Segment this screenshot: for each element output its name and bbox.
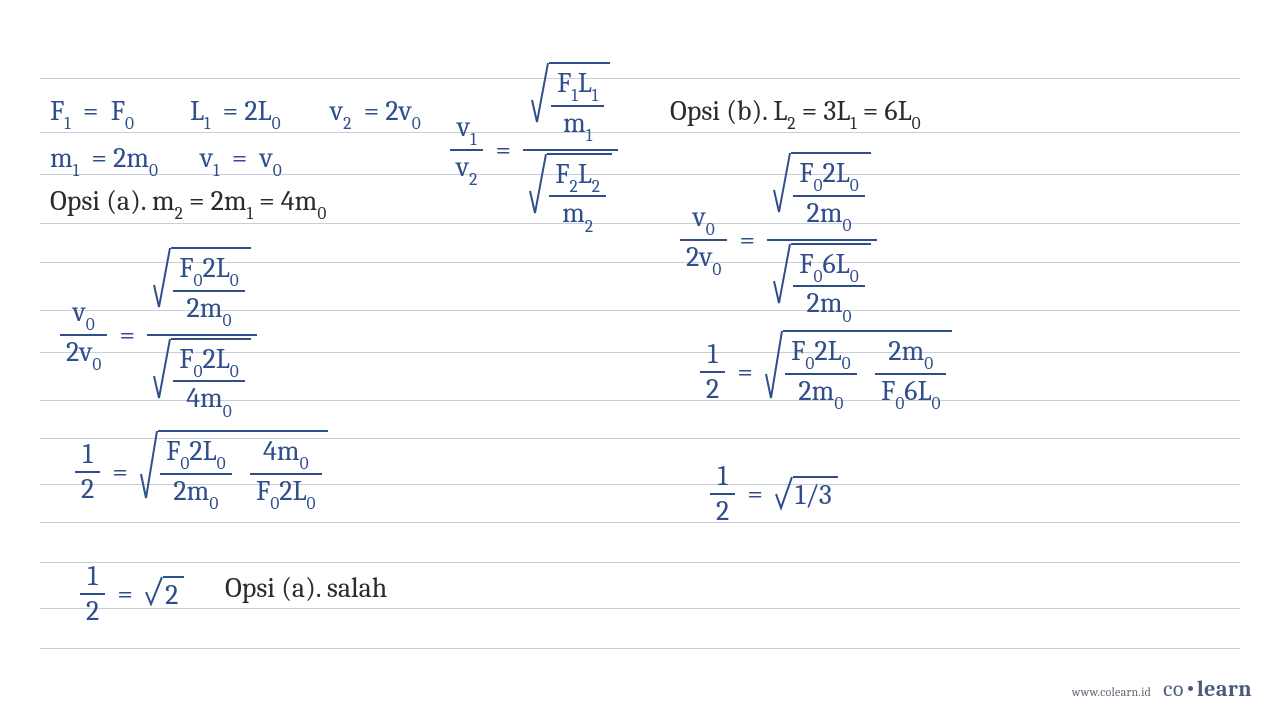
opsi-b-step1: v0 2v0 = F02L0 2m0 F06L0 2m0 bbox=[680, 150, 877, 329]
footer: www.colearn.id colearn bbox=[1072, 676, 1252, 702]
opsi-a-header: Opsi (a). m2 = 2m1 = 4m0 bbox=[50, 185, 326, 222]
given-v2-eq: v2 = 2v0 bbox=[330, 95, 421, 132]
opsi-b-step3: 1 2 = 1/3 bbox=[710, 460, 838, 529]
main-equation: v1 v2 = F1L1 m1 F2L2 m2 bbox=[450, 60, 618, 239]
opsi-a-wrong: Opsi (a). salah bbox=[225, 572, 387, 604]
opsi-b-header: Opsi (b). L2 = 3L1 = 6L0 bbox=[670, 95, 921, 132]
opsi-a-step2: 1 2 = F02L0 2m0 4m0 F02L0 bbox=[75, 430, 328, 515]
given-F1-eq: F1 = F0 bbox=[50, 95, 134, 132]
footer-url: www.colearn.id bbox=[1072, 685, 1151, 699]
given-m1-eq: m1 = 2m0 bbox=[50, 142, 158, 179]
opsi-a-step1: v0 2v0 = F02L0 2m0 F02L0 4m0 bbox=[60, 245, 257, 424]
opsi-b-step2: 1 2 = F02L0 2m0 2m0 F06L0 bbox=[700, 330, 952, 415]
brand-logo: colearn bbox=[1163, 676, 1252, 702]
given-L1-eq: L1 = 2L0 bbox=[190, 95, 281, 132]
given-v1-eq: v1 = v0 bbox=[200, 142, 282, 179]
opsi-a-step3: 1 2 = 2 bbox=[80, 560, 184, 629]
